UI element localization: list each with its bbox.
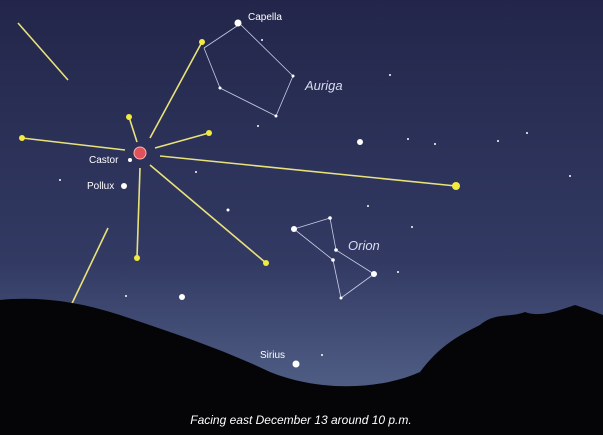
- star-label: Sirius: [260, 350, 285, 361]
- sky-chart: Capella Auriga Castor Pollux Orion Siriu…: [0, 0, 603, 435]
- star-label: Castor: [89, 155, 119, 166]
- star-label: Capella: [248, 12, 282, 23]
- constellation-label: Orion: [348, 238, 380, 253]
- radiant: [134, 147, 146, 159]
- constellation-label: Auriga: [304, 78, 343, 93]
- caption: Facing east December 13 around 10 p.m.: [190, 413, 411, 427]
- star-label: Pollux: [87, 181, 114, 192]
